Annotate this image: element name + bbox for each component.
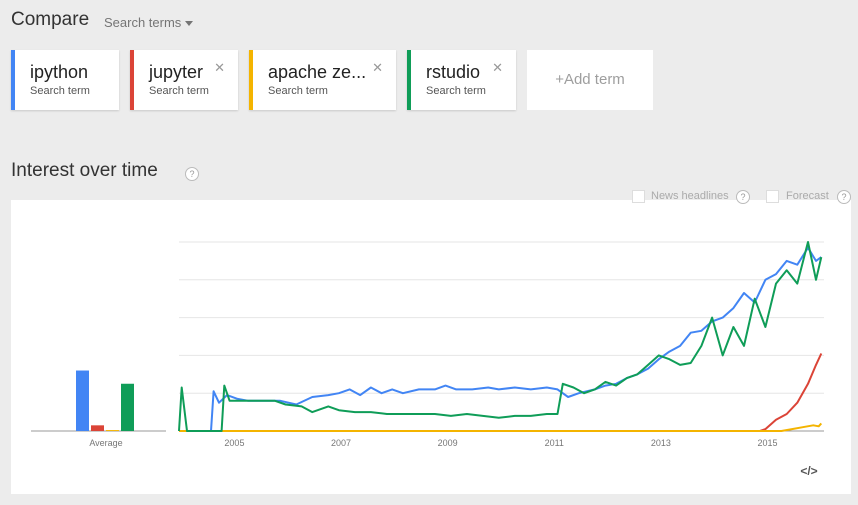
average-bar xyxy=(91,425,104,431)
embed-code-icon[interactable]: </> xyxy=(800,464,817,478)
add-term-button[interactable]: +Add term xyxy=(527,50,653,110)
x-tick-label: 2009 xyxy=(438,438,458,448)
close-icon[interactable]: ✕ xyxy=(214,60,225,75)
term-color-bar xyxy=(407,50,411,110)
x-tick-label: 2007 xyxy=(331,438,351,448)
forecast-label: Forecast xyxy=(786,190,829,202)
forecast-checkbox[interactable] xyxy=(766,190,779,203)
x-tick-label: 2013 xyxy=(651,438,671,448)
series-line-apacheze xyxy=(179,422,823,432)
search-terms-dropdown[interactable]: Search terms xyxy=(104,15,194,30)
series-line-jupyter xyxy=(179,353,823,432)
term-color-bar xyxy=(249,50,253,110)
term-card-ipython[interactable]: ipython Search term xyxy=(11,50,119,110)
news-headlines-label: News headlines xyxy=(651,190,729,202)
close-icon[interactable]: ✕ xyxy=(492,60,503,75)
help-icon[interactable]: ? xyxy=(185,167,199,181)
x-tick-label: 2015 xyxy=(757,438,777,448)
help-icon[interactable]: ? xyxy=(837,190,851,204)
term-color-bar xyxy=(11,50,15,110)
term-color-bar xyxy=(130,50,134,110)
term-subtitle: Search term xyxy=(149,85,209,97)
average-label: Average xyxy=(89,438,122,448)
term-subtitle: Search term xyxy=(30,85,90,97)
term-subtitle: Search term xyxy=(426,85,486,97)
series-line-rstudio xyxy=(178,241,823,432)
term-subtitle: Search term xyxy=(268,85,328,97)
interest-over-time-title: Interest over time xyxy=(11,160,158,181)
help-icon[interactable]: ? xyxy=(736,190,750,204)
term-label: jupyter xyxy=(149,62,204,82)
term-label: apache ze... xyxy=(268,62,367,82)
interest-chart: Average 2005 2007 2009 2011 2013 2015 </> xyxy=(31,241,824,478)
x-tick-label: 2005 xyxy=(224,438,244,448)
chevron-down-icon xyxy=(185,21,194,27)
chart-panel: News headlines ? Forecast ? Average 2005 2… xyxy=(11,190,851,494)
average-bar xyxy=(76,370,89,431)
term-card-jupyter[interactable]: jupyter Search term ✕ xyxy=(130,50,238,110)
average-bar xyxy=(121,383,134,431)
term-card-apache-zeppelin[interactable]: apache ze... Search term ✕ xyxy=(249,50,396,110)
search-terms-label: Search terms xyxy=(104,15,182,30)
close-icon[interactable]: ✕ xyxy=(372,60,383,75)
series-line-ipython xyxy=(179,246,822,432)
term-card-rstudio[interactable]: rstudio Search term ✕ xyxy=(407,50,516,110)
news-headlines-checkbox[interactable] xyxy=(632,190,645,203)
term-label: ipython xyxy=(30,62,89,82)
term-label: rstudio xyxy=(426,62,481,82)
x-tick-label: 2011 xyxy=(545,438,564,448)
compare-title: Compare xyxy=(11,9,90,30)
average-bar xyxy=(106,430,119,431)
